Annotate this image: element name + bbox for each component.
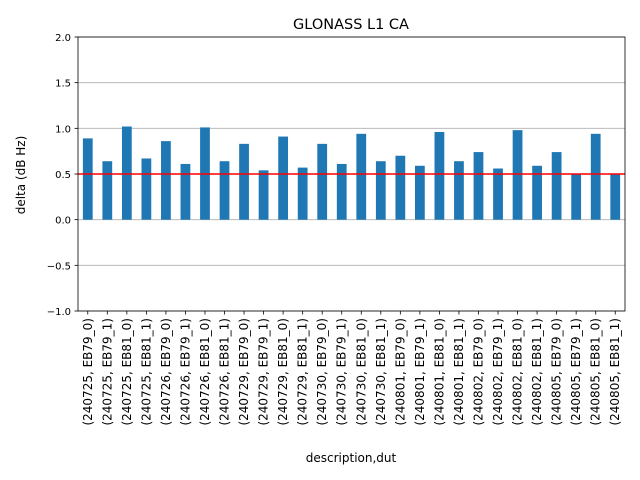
bar [493, 168, 503, 220]
bar [239, 143, 249, 220]
bar [414, 165, 425, 220]
x-tick-label: (240805, EB79_1) [569, 318, 583, 426]
x-tick-label: (240725, EB81_0) [120, 318, 134, 426]
x-tick-label: (240801, EB79_0) [393, 318, 407, 426]
bar [297, 167, 308, 220]
bar [121, 126, 132, 220]
y-tick-label: −1.0 [47, 307, 71, 318]
x-tick-label: (240801, EB79_1) [413, 318, 427, 426]
y-tick-label: 0.0 [55, 216, 71, 227]
bar [278, 136, 289, 220]
bar [161, 141, 171, 220]
x-tick-label: (240802, EB81_0) [511, 318, 525, 426]
x-axis-ticks: (240725, EB79_0) (240725, EB79_1) (240725,… [81, 311, 622, 426]
bar [141, 158, 152, 220]
x-tick-label: (240802, EB81_1) [530, 318, 544, 426]
bar [434, 131, 445, 220]
x-tick-label: (240725, EB79_1) [100, 318, 114, 426]
x-tick-label: (240726, EB81_1) [218, 318, 232, 426]
x-tick-label: (240726, EB79_1) [178, 318, 192, 426]
x-tick-label: (240729, EB81_0) [276, 318, 290, 426]
x-tick-label: (240725, EB79_0) [81, 318, 95, 426]
x-tick-label: (240805, EB79_0) [550, 318, 564, 426]
x-tick-label: (240726, EB79_0) [159, 318, 173, 426]
x-tick-label: (240805, EB81_0) [589, 318, 603, 426]
bar [610, 174, 621, 220]
bar [512, 130, 523, 220]
x-tick-label: (240725, EB81_1) [139, 318, 153, 426]
bar [317, 143, 328, 220]
bar [571, 174, 582, 220]
x-tick-label: (240729, EB81_1) [296, 318, 310, 426]
bar [336, 163, 347, 220]
x-tick-label: (240729, EB79_1) [257, 318, 271, 426]
x-tick-label: (240801, EB81_1) [452, 318, 466, 426]
y-axis-ticks: −1.0 −0.5 0.0 0.5 1.0 1.5 2.0 [47, 33, 78, 318]
bar [82, 138, 93, 220]
x-tick-label: (240726, EB81_0) [198, 318, 212, 426]
bar [454, 161, 464, 220]
y-tick-label: 2.0 [55, 33, 71, 44]
bar [219, 161, 230, 220]
x-tick-label: (240802, EB79_0) [471, 318, 485, 426]
x-tick-label: (240730, EB81_1) [374, 318, 388, 426]
x-tick-label: (240801, EB81_0) [432, 318, 446, 426]
x-tick-label: (240729, EB79_0) [237, 318, 251, 426]
x-tick-label: (240802, EB79_1) [491, 318, 505, 426]
bar [473, 152, 484, 220]
bar [375, 161, 386, 220]
x-tick-label: (240730, EB81_0) [354, 318, 368, 426]
y-tick-label: 1.0 [55, 124, 71, 135]
bar [356, 133, 367, 220]
y-tick-label: 1.5 [55, 79, 71, 90]
bar [180, 163, 191, 220]
x-tick-label: (240730, EB79_0) [315, 318, 329, 426]
bar [590, 133, 601, 220]
bar [551, 152, 562, 220]
bar [532, 165, 542, 220]
bar [395, 155, 406, 220]
x-tick-label: (240805, EB81_1) [608, 318, 622, 426]
bar [258, 170, 269, 220]
y-axis-label: delta (dB Hz) [14, 136, 28, 215]
x-axis-label: description,dut [306, 451, 397, 465]
y-tick-label: −0.5 [47, 261, 71, 272]
y-tick-label: 0.5 [55, 170, 71, 181]
bar [102, 161, 113, 220]
x-tick-label: (240730, EB79_1) [335, 318, 349, 426]
bars [82, 126, 621, 220]
chart-title: GLONASS L1 CA [293, 17, 409, 33]
